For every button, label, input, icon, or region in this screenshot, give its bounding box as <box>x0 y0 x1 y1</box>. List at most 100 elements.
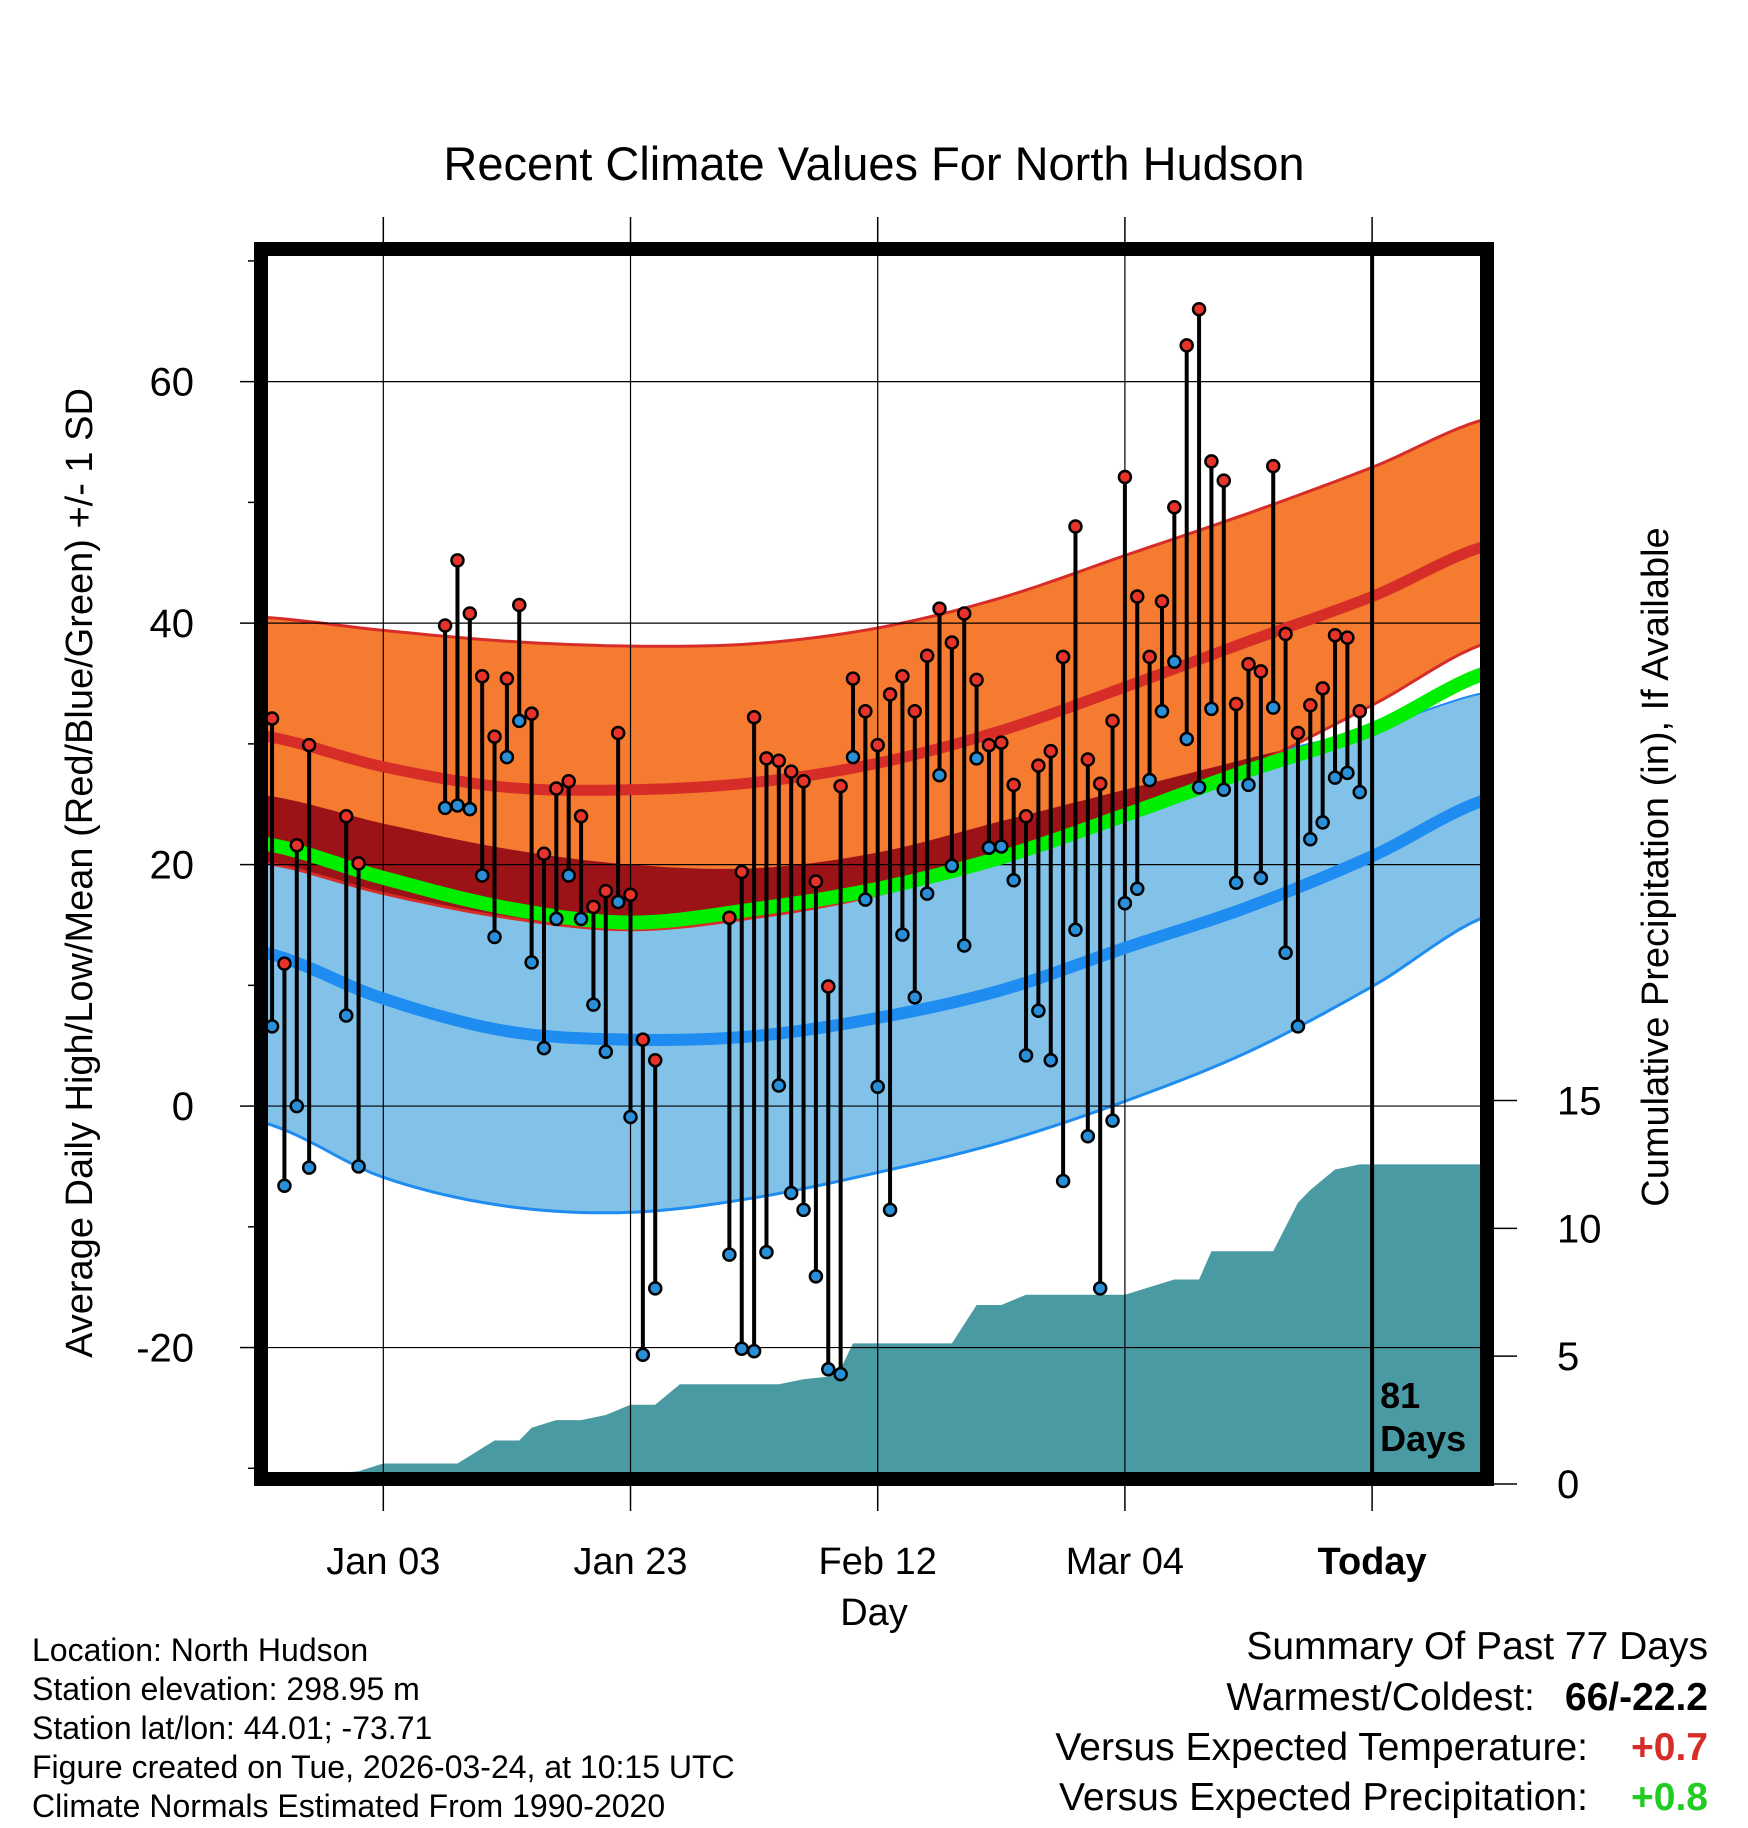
obs-high-point <box>536 846 552 861</box>
x-tick-label: Feb 12 <box>819 1541 937 1583</box>
obs-high-point <box>1290 725 1306 741</box>
obs-high-point <box>759 751 774 766</box>
obs-high-point <box>919 648 935 663</box>
obs-low-point <box>1117 895 1133 911</box>
obs-high-point <box>561 774 576 789</box>
summary-warmest-coldest: Warmest/Coldest: 66/-22.2 <box>1226 1676 1708 1720</box>
obs-low-point <box>635 1347 651 1363</box>
obs-low-point <box>1043 1052 1058 1068</box>
obs-high-point <box>932 601 947 616</box>
info-location: Location: North Hudson <box>32 1632 369 1668</box>
obs-high-point <box>1327 627 1343 643</box>
obs-low-point <box>882 1202 898 1218</box>
obs-high-point <box>1031 758 1046 773</box>
obs-low-point <box>1105 1113 1120 1128</box>
x-tick-label: Jan 03 <box>326 1541 440 1583</box>
obs-high-point <box>1018 809 1034 824</box>
obs-low-point <box>1303 831 1318 847</box>
obs-low-point <box>746 1343 762 1359</box>
obs-low-point <box>536 1040 552 1056</box>
obs-high-point <box>1303 697 1318 713</box>
obs-low-point <box>895 927 910 942</box>
obs-low-point <box>722 1247 737 1262</box>
obs-low-point <box>1265 700 1281 715</box>
obs-high-point <box>907 704 923 719</box>
obs-high-point <box>573 809 589 824</box>
obs-low-point <box>1167 654 1182 670</box>
obs-low-point <box>586 997 601 1012</box>
y-tick-label: 40 <box>150 602 195 646</box>
obs-low-point <box>1092 1281 1108 1296</box>
obs-high-point <box>882 687 898 702</box>
obs-high-point <box>301 737 317 753</box>
obs-high-point <box>1241 656 1256 672</box>
obs-low-point <box>994 839 1009 854</box>
obs-high-point <box>623 887 638 903</box>
obs-low-point <box>277 1178 292 1194</box>
obs-low-point <box>623 1109 638 1125</box>
chart-title: Recent Climate Values For North Hudson <box>443 137 1304 190</box>
obs-low-point <box>808 1269 824 1284</box>
obs-low-point <box>1055 1173 1071 1189</box>
obs-low-point <box>487 929 502 945</box>
obs-low-point <box>1191 780 1207 795</box>
obs-low-point <box>981 840 997 855</box>
obs-low-point <box>1290 1019 1306 1034</box>
obs-high-point <box>289 838 305 853</box>
obs-low-point <box>573 911 589 927</box>
obs-low-point <box>561 868 576 883</box>
obs-low-point <box>771 1078 787 1093</box>
obs-high-point <box>1092 776 1108 791</box>
obs-high-point <box>981 737 997 753</box>
obs-high-point <box>969 672 984 688</box>
temperature-label: Versus Expected Temperature: <box>1055 1726 1588 1769</box>
obs-high-point <box>277 956 292 971</box>
x-tick-label: Today <box>1318 1541 1427 1583</box>
obs-high-point <box>1216 473 1232 488</box>
y2-tick-label: 15 <box>1557 1079 1602 1123</box>
temperature-value: +0.7 <box>1631 1726 1708 1769</box>
obs-low-point <box>821 1362 836 1377</box>
obs-low-point <box>1216 782 1232 797</box>
obs-low-point <box>1179 731 1194 747</box>
y-tick-label: 60 <box>150 361 195 405</box>
y2-tick-label: 5 <box>1557 1335 1579 1379</box>
days-count-label: 81 <box>1380 1375 1420 1416</box>
plot-frame <box>254 242 1494 1486</box>
obs-low-point <box>1228 875 1244 890</box>
obs-low-point <box>610 894 626 910</box>
summary-title: Summary Of Past 77 Days <box>1246 1625 1708 1668</box>
y2-axis-label: Cumulative Precipitation (in), If Availa… <box>1635 527 1677 1206</box>
precipitation-value: +0.8 <box>1631 1776 1708 1819</box>
obs-low-point <box>956 938 972 953</box>
obs-low-point <box>598 1044 614 1060</box>
obs-high-point <box>610 725 626 741</box>
obs-high-point <box>1154 594 1170 609</box>
obs-low-point <box>474 868 490 883</box>
x-tick-label: Mar 04 <box>1066 1541 1184 1583</box>
obs-low-point <box>1068 922 1083 938</box>
obs-low-point <box>919 886 935 901</box>
obs-low-point <box>783 1185 799 1201</box>
obs-low-point <box>1031 1003 1046 1018</box>
obs-low-point <box>450 798 465 813</box>
obs-high-point <box>808 874 824 889</box>
obs-high-point <box>647 1052 663 1068</box>
obs-high-point <box>796 774 811 789</box>
obs-low-point <box>524 955 539 970</box>
obs-high-point <box>549 781 564 796</box>
obs-high-point <box>1179 338 1194 353</box>
days-word-label: Days <box>1380 1418 1466 1459</box>
obs-low-point <box>1327 770 1343 785</box>
y-tick-label: -20 <box>136 1327 194 1371</box>
obs-high-point <box>450 553 465 568</box>
obs-low-point <box>289 1098 305 1114</box>
obs-high-point <box>1315 681 1330 696</box>
obs-low-point <box>647 1281 663 1296</box>
obs-high-point <box>1167 499 1182 515</box>
obs-low-point <box>759 1244 774 1260</box>
obs-high-point <box>821 979 836 994</box>
y-axis-label: Average Daily High/Low/Mean (Red/Blue/Gr… <box>59 388 101 1358</box>
obs-low-point <box>845 749 861 765</box>
